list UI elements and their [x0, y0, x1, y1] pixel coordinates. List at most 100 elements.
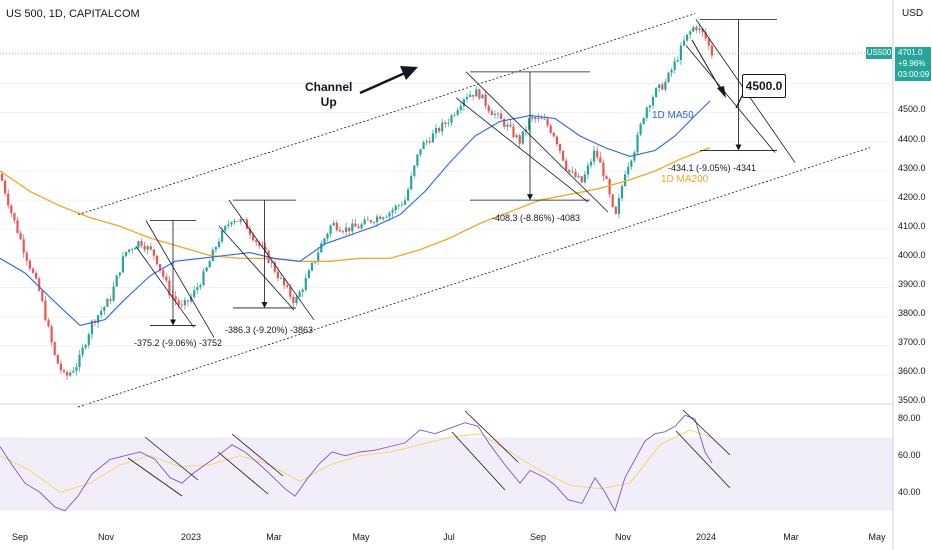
candle — [655, 88, 658, 97]
candle — [506, 124, 509, 127]
candle — [639, 124, 642, 135]
candle — [583, 174, 586, 183]
candle — [128, 249, 131, 252]
candle — [462, 99, 465, 107]
candle — [673, 61, 676, 70]
candle — [162, 270, 165, 277]
candle — [38, 278, 41, 291]
candle — [496, 113, 500, 115]
candle — [159, 264, 162, 271]
candle — [202, 271, 205, 286]
candle — [118, 272, 121, 276]
drop-label: -386.3 (-9.20%) -3863 — [225, 325, 314, 335]
candle — [620, 186, 624, 199]
candle — [97, 315, 100, 323]
channel-lower-line — [77, 147, 871, 408]
candle — [642, 117, 645, 125]
x-tick-label: Jul — [443, 532, 455, 542]
candle — [276, 271, 279, 279]
candle — [676, 60, 679, 62]
rsi-band — [0, 437, 893, 511]
candle — [143, 245, 146, 250]
candle — [695, 27, 698, 30]
candle — [512, 126, 515, 138]
candle — [81, 347, 84, 355]
candle — [459, 106, 462, 111]
candle — [366, 219, 369, 221]
candle — [13, 213, 16, 221]
rsi-channel-lines — [127, 409, 731, 497]
candle — [577, 176, 580, 178]
candle — [165, 276, 168, 281]
candle — [555, 136, 558, 144]
candle — [692, 27, 695, 32]
symbol-price-tag: US500 — [866, 47, 892, 59]
candle — [580, 176, 583, 183]
candle — [106, 299, 109, 307]
candle — [648, 105, 651, 108]
candle — [258, 242, 261, 246]
price-change: +9.96% — [898, 59, 926, 68]
candle — [0, 173, 4, 181]
candle — [450, 115, 453, 123]
ma200-line — [0, 146, 711, 262]
y-tick-label: 4200.0 — [898, 192, 926, 202]
candle — [190, 296, 193, 302]
candle — [369, 220, 372, 223]
candle — [332, 222, 335, 226]
candle — [596, 150, 599, 158]
candle — [679, 45, 682, 61]
currency-label[interactable]: USD — [902, 8, 924, 19]
candle — [186, 300, 190, 302]
rsi-tick-label: 80.00 — [898, 413, 921, 423]
candle — [667, 72, 670, 82]
candle — [341, 231, 345, 233]
candle — [87, 334, 90, 346]
candle — [500, 113, 503, 120]
candle — [686, 34, 689, 41]
candle — [146, 246, 149, 250]
decline-channel-line — [135, 246, 195, 328]
candle — [199, 285, 202, 288]
measure-arrow — [170, 319, 176, 326]
candle — [109, 299, 112, 301]
candle — [614, 206, 617, 214]
candle — [279, 278, 283, 279]
candle — [323, 238, 326, 244]
candle — [608, 179, 611, 195]
rsi-channel-line — [144, 436, 199, 481]
rsi-channel-line — [675, 430, 731, 489]
y-tick-label: 3800.0 — [898, 308, 926, 318]
candle — [103, 306, 106, 311]
decline-channel-line — [685, 45, 776, 153]
candle — [47, 320, 50, 327]
candle — [410, 175, 413, 190]
candle — [326, 233, 329, 239]
last-price-box: 4701.0 +9.96% 03:00:09 — [895, 47, 931, 81]
candle — [698, 28, 701, 30]
candle — [372, 222, 376, 223]
candle — [465, 96, 469, 100]
candle — [53, 342, 56, 355]
y-tick-label: 3500.0 — [898, 395, 926, 405]
y-tick-label: 4100.0 — [898, 221, 926, 231]
ma200-label: 1D MA200 — [661, 174, 709, 185]
candle — [710, 45, 713, 56]
candle — [84, 345, 87, 348]
candle — [552, 132, 555, 137]
candle — [425, 141, 428, 143]
candle — [376, 216, 379, 223]
candle — [400, 204, 403, 206]
candle — [444, 122, 447, 124]
candle — [658, 84, 661, 89]
candle — [137, 241, 140, 248]
y-tick-label: 3600.0 — [898, 366, 926, 376]
candle — [7, 193, 10, 206]
candle — [360, 224, 363, 229]
candle — [422, 142, 425, 150]
decline-channel-line — [145, 220, 215, 338]
decline-channel-line — [455, 97, 589, 203]
candle — [301, 289, 304, 292]
x-tick-label: Sep — [11, 532, 29, 542]
candle — [627, 166, 630, 175]
